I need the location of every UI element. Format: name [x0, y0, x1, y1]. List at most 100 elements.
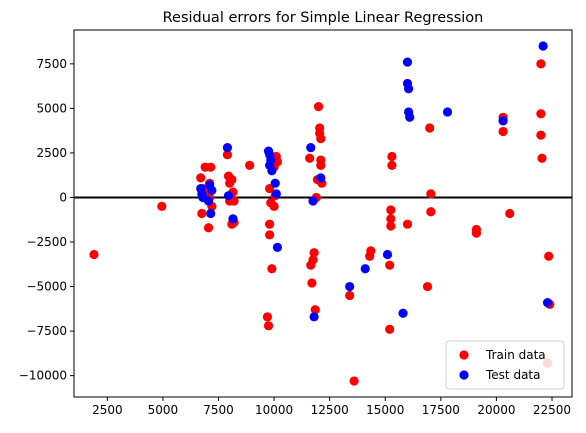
- test-point: [272, 242, 283, 252]
- legend: Train data Test data: [445, 340, 565, 390]
- train-point: [349, 376, 359, 386]
- test-point: [306, 142, 316, 153]
- train-point: [197, 208, 207, 219]
- train-point: [89, 249, 99, 260]
- x-tick-label: 5000: [148, 403, 179, 417]
- test-point: [405, 112, 415, 122]
- test-point: [308, 196, 318, 206]
- x-tick-label: 2500: [92, 403, 123, 417]
- test-point: [402, 57, 413, 67]
- test-point: [538, 41, 548, 51]
- test-series: [196, 41, 553, 322]
- y-tick-label: −5000: [26, 280, 67, 294]
- test-point: [270, 178, 280, 188]
- test-point: [542, 297, 553, 308]
- x-tick-label: 12500: [311, 403, 349, 417]
- train-point: [426, 207, 436, 217]
- train-point: [498, 126, 508, 137]
- test-point: [223, 191, 234, 201]
- test-point: [206, 208, 216, 219]
- train-point: [310, 305, 320, 315]
- test-point: [498, 116, 508, 126]
- test-point: [203, 196, 214, 206]
- plot-area: [74, 41, 572, 386]
- train-point: [387, 151, 397, 162]
- y-tick-label: −2500: [26, 235, 67, 249]
- train-point: [308, 255, 318, 265]
- axes-frame: [73, 29, 573, 398]
- train-point: [267, 264, 277, 274]
- train-point: [536, 109, 546, 119]
- test-point: [222, 142, 232, 153]
- train-point: [345, 290, 355, 301]
- train-point: [269, 201, 279, 211]
- test-point: [442, 107, 453, 117]
- x-tick-label: 15000: [366, 403, 404, 417]
- test-point: [316, 173, 326, 183]
- train-point: [265, 230, 275, 240]
- train-point: [366, 246, 376, 256]
- test-point: [345, 281, 355, 292]
- test-point: [398, 308, 408, 318]
- train-point: [471, 228, 481, 238]
- test-point: [207, 185, 217, 195]
- test-point: [403, 84, 414, 94]
- train-point: [265, 219, 275, 229]
- test-legend-marker: [459, 370, 469, 380]
- train-point: [313, 102, 324, 112]
- axes: 2500 5000 7500 10000 12500 15000 17500 20000 225…: [19, 29, 573, 417]
- x-tick-label: 20000: [477, 403, 515, 417]
- train-point: [385, 260, 395, 270]
- y-tick-label: 0: [59, 190, 67, 204]
- test-legend-label: Test data: [485, 368, 540, 382]
- train-point: [196, 173, 206, 183]
- train-point: [309, 248, 319, 258]
- x-tick-label: 7500: [203, 403, 234, 417]
- train-point: [206, 162, 216, 172]
- test-point: [360, 264, 370, 274]
- train-point: [386, 214, 396, 224]
- y-tick-label: −10000: [19, 369, 67, 383]
- train-legend-label: Train data: [485, 348, 546, 362]
- legend-box: [445, 340, 565, 390]
- train-point: [222, 150, 232, 160]
- train-point: [425, 123, 435, 133]
- y-tick-label: 5000: [36, 101, 67, 115]
- train-point: [307, 278, 317, 288]
- train-point: [157, 201, 167, 211]
- train-point: [227, 175, 237, 185]
- test-point: [266, 155, 276, 165]
- train-point: [387, 160, 397, 170]
- train-point: [536, 130, 546, 140]
- train-point: [263, 321, 274, 331]
- x-tick-label: 22500: [533, 403, 571, 417]
- train-point: [316, 134, 326, 144]
- train-legend-marker: [459, 350, 469, 360]
- train-point: [536, 59, 546, 69]
- chart-title: Residual errors for Simple Linear Regres…: [163, 10, 484, 26]
- data-points: [89, 41, 555, 386]
- train-series: [89, 59, 555, 386]
- train-point: [537, 153, 547, 163]
- y-tick-label: 2500: [36, 146, 67, 160]
- test-point: [271, 189, 281, 199]
- train-point: [203, 223, 214, 233]
- test-point: [309, 312, 319, 322]
- x-tick-label: 17500: [422, 403, 460, 417]
- test-point: [228, 214, 238, 224]
- train-point: [386, 221, 396, 231]
- y-tick-label: 7500: [36, 57, 67, 71]
- train-point: [426, 189, 436, 199]
- test-point: [382, 249, 393, 260]
- y-tick-label: −7500: [26, 324, 67, 338]
- x-tick-label: 10000: [255, 403, 293, 417]
- train-point: [385, 324, 395, 334]
- train-point: [386, 205, 396, 215]
- train-point: [305, 153, 315, 163]
- train-point: [505, 208, 515, 219]
- train-point: [402, 219, 413, 229]
- test-point: [267, 166, 277, 176]
- train-point: [245, 160, 255, 170]
- train-point: [316, 160, 326, 170]
